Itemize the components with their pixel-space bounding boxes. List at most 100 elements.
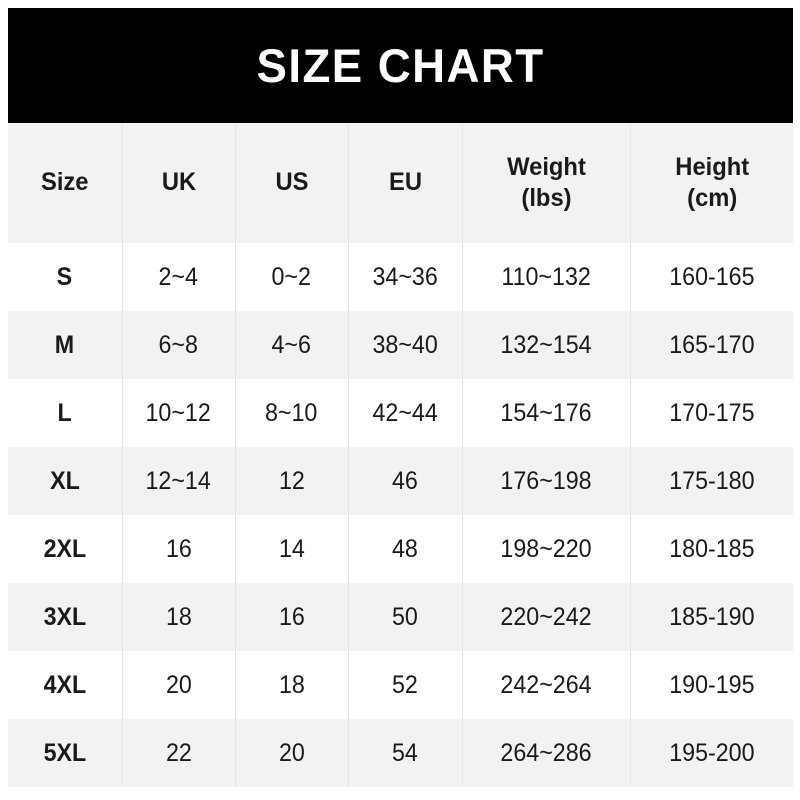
cell-uk-value: 12~14 <box>145 466 212 495</box>
cell-uk: 20 <box>122 651 236 719</box>
cell-weight-value: 198~220 <box>500 534 592 563</box>
cell-size: 3XL <box>8 583 123 651</box>
cell-weight: 198~220 <box>462 515 631 583</box>
page-title: SIZE CHART <box>256 39 545 92</box>
cell-height: 195-200 <box>630 719 793 787</box>
cell-height: 170-175 <box>630 379 793 447</box>
cell-height-value: 170-175 <box>669 398 755 427</box>
cell-height: 165-170 <box>630 311 793 379</box>
cell-eu: 34~36 <box>348 243 463 311</box>
cell-eu: 42~44 <box>348 379 463 447</box>
cell-us: 16 <box>235 583 349 651</box>
column-header-size-line1: Size <box>40 168 89 197</box>
column-header-height: Height (cm) <box>630 123 793 243</box>
cell-weight-value: 110~132 <box>501 262 591 291</box>
cell-size-value: 3XL <box>43 602 87 631</box>
column-header-eu-line1: EU <box>388 168 422 197</box>
table-body: S 2~4 0~2 34~36 110~132 160-165 M 6~8 4~6 38~40 13… <box>8 243 793 787</box>
cell-uk: 6~8 <box>122 311 236 379</box>
cell-size-value: S <box>56 262 73 291</box>
cell-height-value: 165-170 <box>669 330 755 359</box>
cell-us-value: 4~6 <box>271 330 312 359</box>
cell-size-value: 2XL <box>43 534 87 563</box>
column-header-height-unit: (cm) <box>686 184 737 212</box>
cell-eu-value: 42~44 <box>372 398 438 427</box>
column-header-us-line1: US <box>274 168 308 197</box>
cell-weight: 132~154 <box>462 311 631 379</box>
table-header: Size UK US EU Weight (lbs) Height (cm) <box>8 123 793 243</box>
table-row: XL 12~14 12 46 176~198 175-180 <box>8 447 793 515</box>
header-row: Size UK US EU Weight (lbs) Height (cm) <box>8 123 793 243</box>
cell-uk-value: 20 <box>165 670 192 699</box>
cell-weight-value: 220~242 <box>500 602 592 631</box>
cell-us-value: 16 <box>278 602 305 631</box>
cell-weight-value: 242~264 <box>500 670 592 699</box>
cell-eu: 48 <box>348 515 463 583</box>
cell-us: 18 <box>235 651 349 719</box>
cell-size: 5XL <box>8 719 123 787</box>
column-header-weight-line1: Weight <box>506 152 586 181</box>
cell-height-value: 190-195 <box>669 670 755 699</box>
cell-size-value: 4XL <box>43 670 87 699</box>
column-header-uk: UK <box>122 123 236 243</box>
cell-uk: 22 <box>122 719 236 787</box>
cell-uk-value: 6~8 <box>158 330 199 359</box>
table-row: 4XL 20 18 52 242~264 190-195 <box>8 651 793 719</box>
cell-eu-value: 54 <box>392 738 418 767</box>
cell-uk-value: 10~12 <box>145 398 212 427</box>
cell-height-value: 160-165 <box>669 262 755 291</box>
cell-us-value: 8~10 <box>265 398 318 427</box>
cell-size-value: XL <box>49 466 80 495</box>
table-row: 3XL 18 16 50 220~242 185-190 <box>8 583 793 651</box>
cell-eu-value: 38~40 <box>372 330 438 359</box>
cell-weight: 220~242 <box>462 583 631 651</box>
size-chart-table: Size UK US EU Weight (lbs) Height (cm) <box>8 123 793 787</box>
table-row: 2XL 16 14 48 198~220 180-185 <box>8 515 793 583</box>
cell-size: S <box>8 243 123 311</box>
column-header-size: Size <box>8 123 123 243</box>
cell-size: 2XL <box>8 515 123 583</box>
cell-size-value: L <box>57 398 72 427</box>
cell-height-value: 175-180 <box>669 466 755 495</box>
cell-us-value: 20 <box>278 738 305 767</box>
cell-eu: 46 <box>348 447 463 515</box>
cell-eu-value: 52 <box>392 670 418 699</box>
cell-height: 190-195 <box>630 651 793 719</box>
cell-us: 8~10 <box>235 379 349 447</box>
cell-height-value: 180-185 <box>669 534 755 563</box>
cell-us: 4~6 <box>235 311 349 379</box>
cell-uk: 2~4 <box>122 243 236 311</box>
column-header-uk-line1: UK <box>161 168 196 197</box>
cell-weight-value: 264~286 <box>500 738 592 767</box>
cell-height: 160-165 <box>630 243 793 311</box>
cell-eu-value: 34~36 <box>372 262 438 291</box>
cell-us: 14 <box>235 515 349 583</box>
cell-eu: 50 <box>348 583 463 651</box>
cell-us: 20 <box>235 719 349 787</box>
cell-eu-value: 50 <box>392 602 418 631</box>
cell-us: 0~2 <box>235 243 349 311</box>
cell-us-value: 12 <box>278 466 305 495</box>
column-header-us: US <box>235 123 349 243</box>
cell-size: L <box>8 379 123 447</box>
cell-eu: 52 <box>348 651 463 719</box>
cell-us: 12 <box>235 447 349 515</box>
cell-weight-value: 132~154 <box>500 330 592 359</box>
column-header-eu: EU <box>348 123 463 243</box>
table-row: 5XL 22 20 54 264~286 195-200 <box>8 719 793 787</box>
column-header-weight-unit: (lbs) <box>520 184 572 212</box>
column-header-weight: Weight (lbs) <box>462 123 631 243</box>
cell-uk-value: 16 <box>165 534 192 563</box>
cell-eu-value: 46 <box>392 466 418 495</box>
cell-uk-value: 2~4 <box>158 262 199 291</box>
cell-uk: 16 <box>122 515 236 583</box>
cell-weight-value: 176~198 <box>500 466 592 495</box>
title-banner: SIZE CHART <box>8 8 793 123</box>
cell-uk: 10~12 <box>122 379 236 447</box>
cell-weight: 242~264 <box>462 651 631 719</box>
cell-size: M <box>8 311 123 379</box>
cell-uk-value: 18 <box>165 602 192 631</box>
cell-eu-value: 48 <box>392 534 418 563</box>
cell-height: 180-185 <box>630 515 793 583</box>
